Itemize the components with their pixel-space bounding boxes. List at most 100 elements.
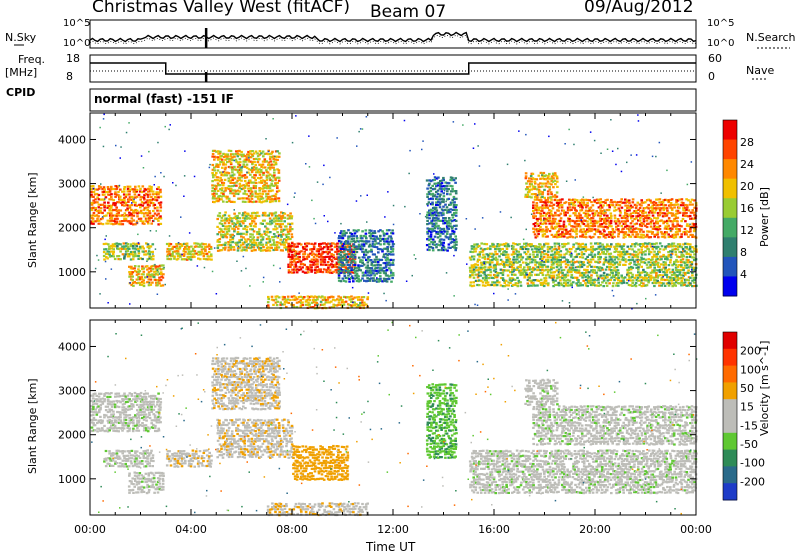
echo-cell bbox=[532, 209, 535, 212]
echo-cell bbox=[635, 215, 638, 218]
echo-cell bbox=[499, 243, 503, 246]
echo-cell bbox=[647, 258, 650, 261]
echo-cell bbox=[687, 266, 691, 269]
echo-cell bbox=[208, 244, 211, 247]
echo-cell bbox=[110, 209, 114, 212]
echo-cell bbox=[269, 178, 272, 182]
echo-cell bbox=[490, 276, 494, 279]
echo-cell bbox=[168, 248, 171, 251]
echo-cell bbox=[656, 261, 660, 264]
echo-cell bbox=[391, 250, 395, 253]
echo-cell bbox=[352, 240, 356, 243]
echo-cell bbox=[451, 185, 454, 188]
echo-cell bbox=[677, 260, 680, 263]
echo-cell bbox=[609, 201, 613, 204]
echo-cell bbox=[209, 247, 213, 250]
echo-cell bbox=[592, 279, 595, 282]
echo-cell bbox=[133, 270, 137, 273]
echo-cell bbox=[566, 278, 570, 281]
echo-cell bbox=[634, 227, 638, 230]
echo-cell bbox=[654, 204, 658, 207]
echo-cell bbox=[446, 198, 449, 201]
echo-cell bbox=[140, 273, 144, 276]
echo-cell bbox=[454, 214, 458, 217]
echo-cell bbox=[590, 228, 593, 231]
echo-cell bbox=[265, 249, 268, 252]
echo-cell bbox=[602, 235, 606, 238]
echo-cell bbox=[340, 235, 343, 238]
echo-cell bbox=[446, 181, 449, 185]
echo-cell bbox=[480, 263, 483, 266]
echo-cell bbox=[642, 284, 646, 287]
echo-cell bbox=[639, 224, 642, 227]
echo-cell bbox=[248, 222, 252, 226]
echo-cell bbox=[469, 270, 472, 274]
echo-cell bbox=[350, 304, 353, 307]
echo-cell bbox=[614, 220, 618, 223]
echo-cell bbox=[220, 192, 223, 195]
echo-cell bbox=[341, 259, 345, 262]
echo-cell bbox=[282, 212, 285, 215]
echo-cell bbox=[249, 200, 252, 203]
echo-cell bbox=[665, 222, 669, 225]
echo-cell bbox=[243, 211, 247, 214]
echo-cell bbox=[656, 222, 659, 225]
echo-cell bbox=[285, 305, 288, 309]
echo-cell bbox=[198, 258, 202, 261]
echo-cell bbox=[426, 193, 429, 196]
echo-cell bbox=[157, 193, 160, 196]
echo-cell bbox=[454, 219, 458, 222]
echo-cell bbox=[256, 211, 259, 214]
echo-cell bbox=[256, 231, 259, 234]
echo-cell bbox=[290, 233, 294, 236]
echo-cell bbox=[687, 269, 690, 272]
echo-cell bbox=[215, 150, 218, 153]
echo-cell bbox=[117, 211, 120, 214]
echo-cell bbox=[620, 251, 624, 254]
echo-cell bbox=[557, 209, 560, 212]
echo-cell bbox=[312, 243, 316, 246]
nsky-tick-top: 10^5 bbox=[63, 18, 91, 29]
echo-cell bbox=[552, 227, 555, 230]
echo-cell bbox=[439, 185, 442, 188]
echo-cell bbox=[250, 246, 254, 249]
echo-cell bbox=[312, 247, 316, 251]
echo-cell bbox=[652, 200, 656, 204]
echo-cell bbox=[258, 189, 261, 192]
echo-cell bbox=[326, 245, 330, 249]
echo-cell bbox=[255, 166, 258, 169]
echo-cell bbox=[514, 243, 517, 246]
echo-cell bbox=[108, 247, 111, 250]
echo-cell bbox=[530, 248, 534, 251]
echo-cell bbox=[544, 258, 548, 261]
echo-cell bbox=[524, 273, 528, 276]
echo-cell bbox=[108, 204, 111, 207]
echo-cell bbox=[151, 268, 155, 271]
echo-cell bbox=[504, 263, 508, 267]
echo-cell bbox=[579, 201, 582, 205]
echo-cell bbox=[389, 258, 393, 261]
echo-cell bbox=[669, 227, 672, 230]
echo-cell bbox=[692, 276, 695, 280]
echo-cell bbox=[290, 235, 294, 239]
echo-cell bbox=[667, 235, 671, 239]
echo-cell bbox=[569, 219, 573, 222]
echo-cell bbox=[355, 303, 358, 306]
echo-cell bbox=[566, 284, 570, 287]
echo-cell bbox=[559, 255, 562, 258]
echo-cell bbox=[377, 271, 380, 274]
echo-cell bbox=[622, 256, 625, 259]
echo-cell bbox=[428, 192, 431, 196]
echo-cell bbox=[526, 276, 530, 279]
echo-cell bbox=[363, 256, 366, 259]
echo-cell bbox=[562, 220, 566, 223]
echo-cell bbox=[622, 259, 625, 262]
echo-cell bbox=[618, 222, 622, 225]
echo-cell bbox=[683, 261, 687, 264]
echo-cell bbox=[644, 216, 647, 219]
echo-cell bbox=[341, 232, 344, 235]
echo-cell bbox=[336, 242, 339, 245]
echo-cell bbox=[544, 282, 548, 285]
echo-cell bbox=[613, 269, 616, 272]
echo-cell bbox=[322, 251, 326, 254]
